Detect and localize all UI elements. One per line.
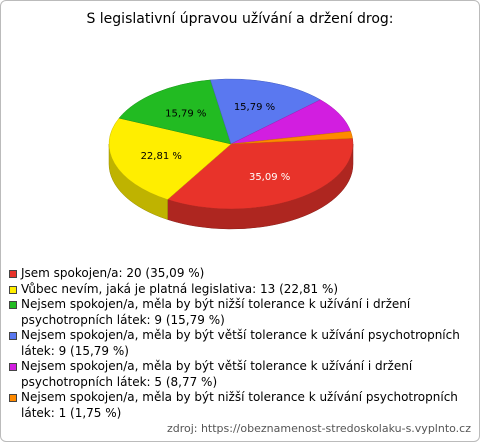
chart-title: S legislativní úpravou užívání a držení … bbox=[86, 11, 393, 27]
legend-item: Nejsem spokojen/a, měla by být nižší tol… bbox=[9, 390, 471, 421]
data-label: 35,09 % bbox=[249, 172, 290, 183]
data-label: 22,81 % bbox=[141, 151, 182, 162]
legend-swatch bbox=[9, 285, 17, 294]
legend-item: Nejsem spokojen/a, měla by být větší tol… bbox=[9, 328, 471, 359]
legend-swatch bbox=[9, 363, 17, 371]
legend-swatch bbox=[9, 270, 17, 278]
legend-item: Vůbec nevím, jaká je platná legislativa:… bbox=[9, 282, 471, 298]
slice bbox=[108, 117, 232, 200]
data-label: 15,79 % bbox=[234, 102, 275, 113]
legend-item: Nejsem spokojen/a, měla by být nižší tol… bbox=[9, 297, 471, 328]
slice bbox=[167, 138, 354, 210]
legend-label: Nejsem spokojen/a, měla by být nižší tol… bbox=[21, 297, 411, 327]
legend-label: Jsem spokojen/a: 20 (35,09 %) bbox=[21, 266, 205, 280]
pie-area: S legislativní úpravou užívání a držení … bbox=[86, 11, 394, 230]
source: zdroj: https://obeznamenost-stredoskolak… bbox=[166, 422, 471, 435]
legend-swatch bbox=[9, 394, 17, 402]
slice bbox=[210, 78, 321, 145]
data-label: 15,79 % bbox=[165, 108, 206, 119]
legend-label: Nejsem spokojen/a, měla by být větší tol… bbox=[21, 359, 413, 389]
legend-label: Nejsem spokojen/a, měla by být větší tol… bbox=[21, 328, 460, 358]
legend-label: Nejsem spokojen/a, měla by být nižší tol… bbox=[21, 390, 458, 420]
legend-item: Jsem spokojen/a: 20 (35,09 %) bbox=[9, 266, 471, 282]
slice bbox=[118, 79, 232, 145]
legend-item: Nejsem spokojen/a, měla by být větší tol… bbox=[9, 359, 471, 390]
slice bbox=[230, 130, 353, 145]
legend-label: Vůbec nevím, jaká je platná legislativa:… bbox=[21, 281, 339, 296]
legend-swatch bbox=[9, 301, 17, 309]
legend: Jsem spokojen/a: 20 (35,09 %) Vůbec nevím… bbox=[9, 266, 471, 421]
legend-swatch bbox=[9, 332, 17, 340]
